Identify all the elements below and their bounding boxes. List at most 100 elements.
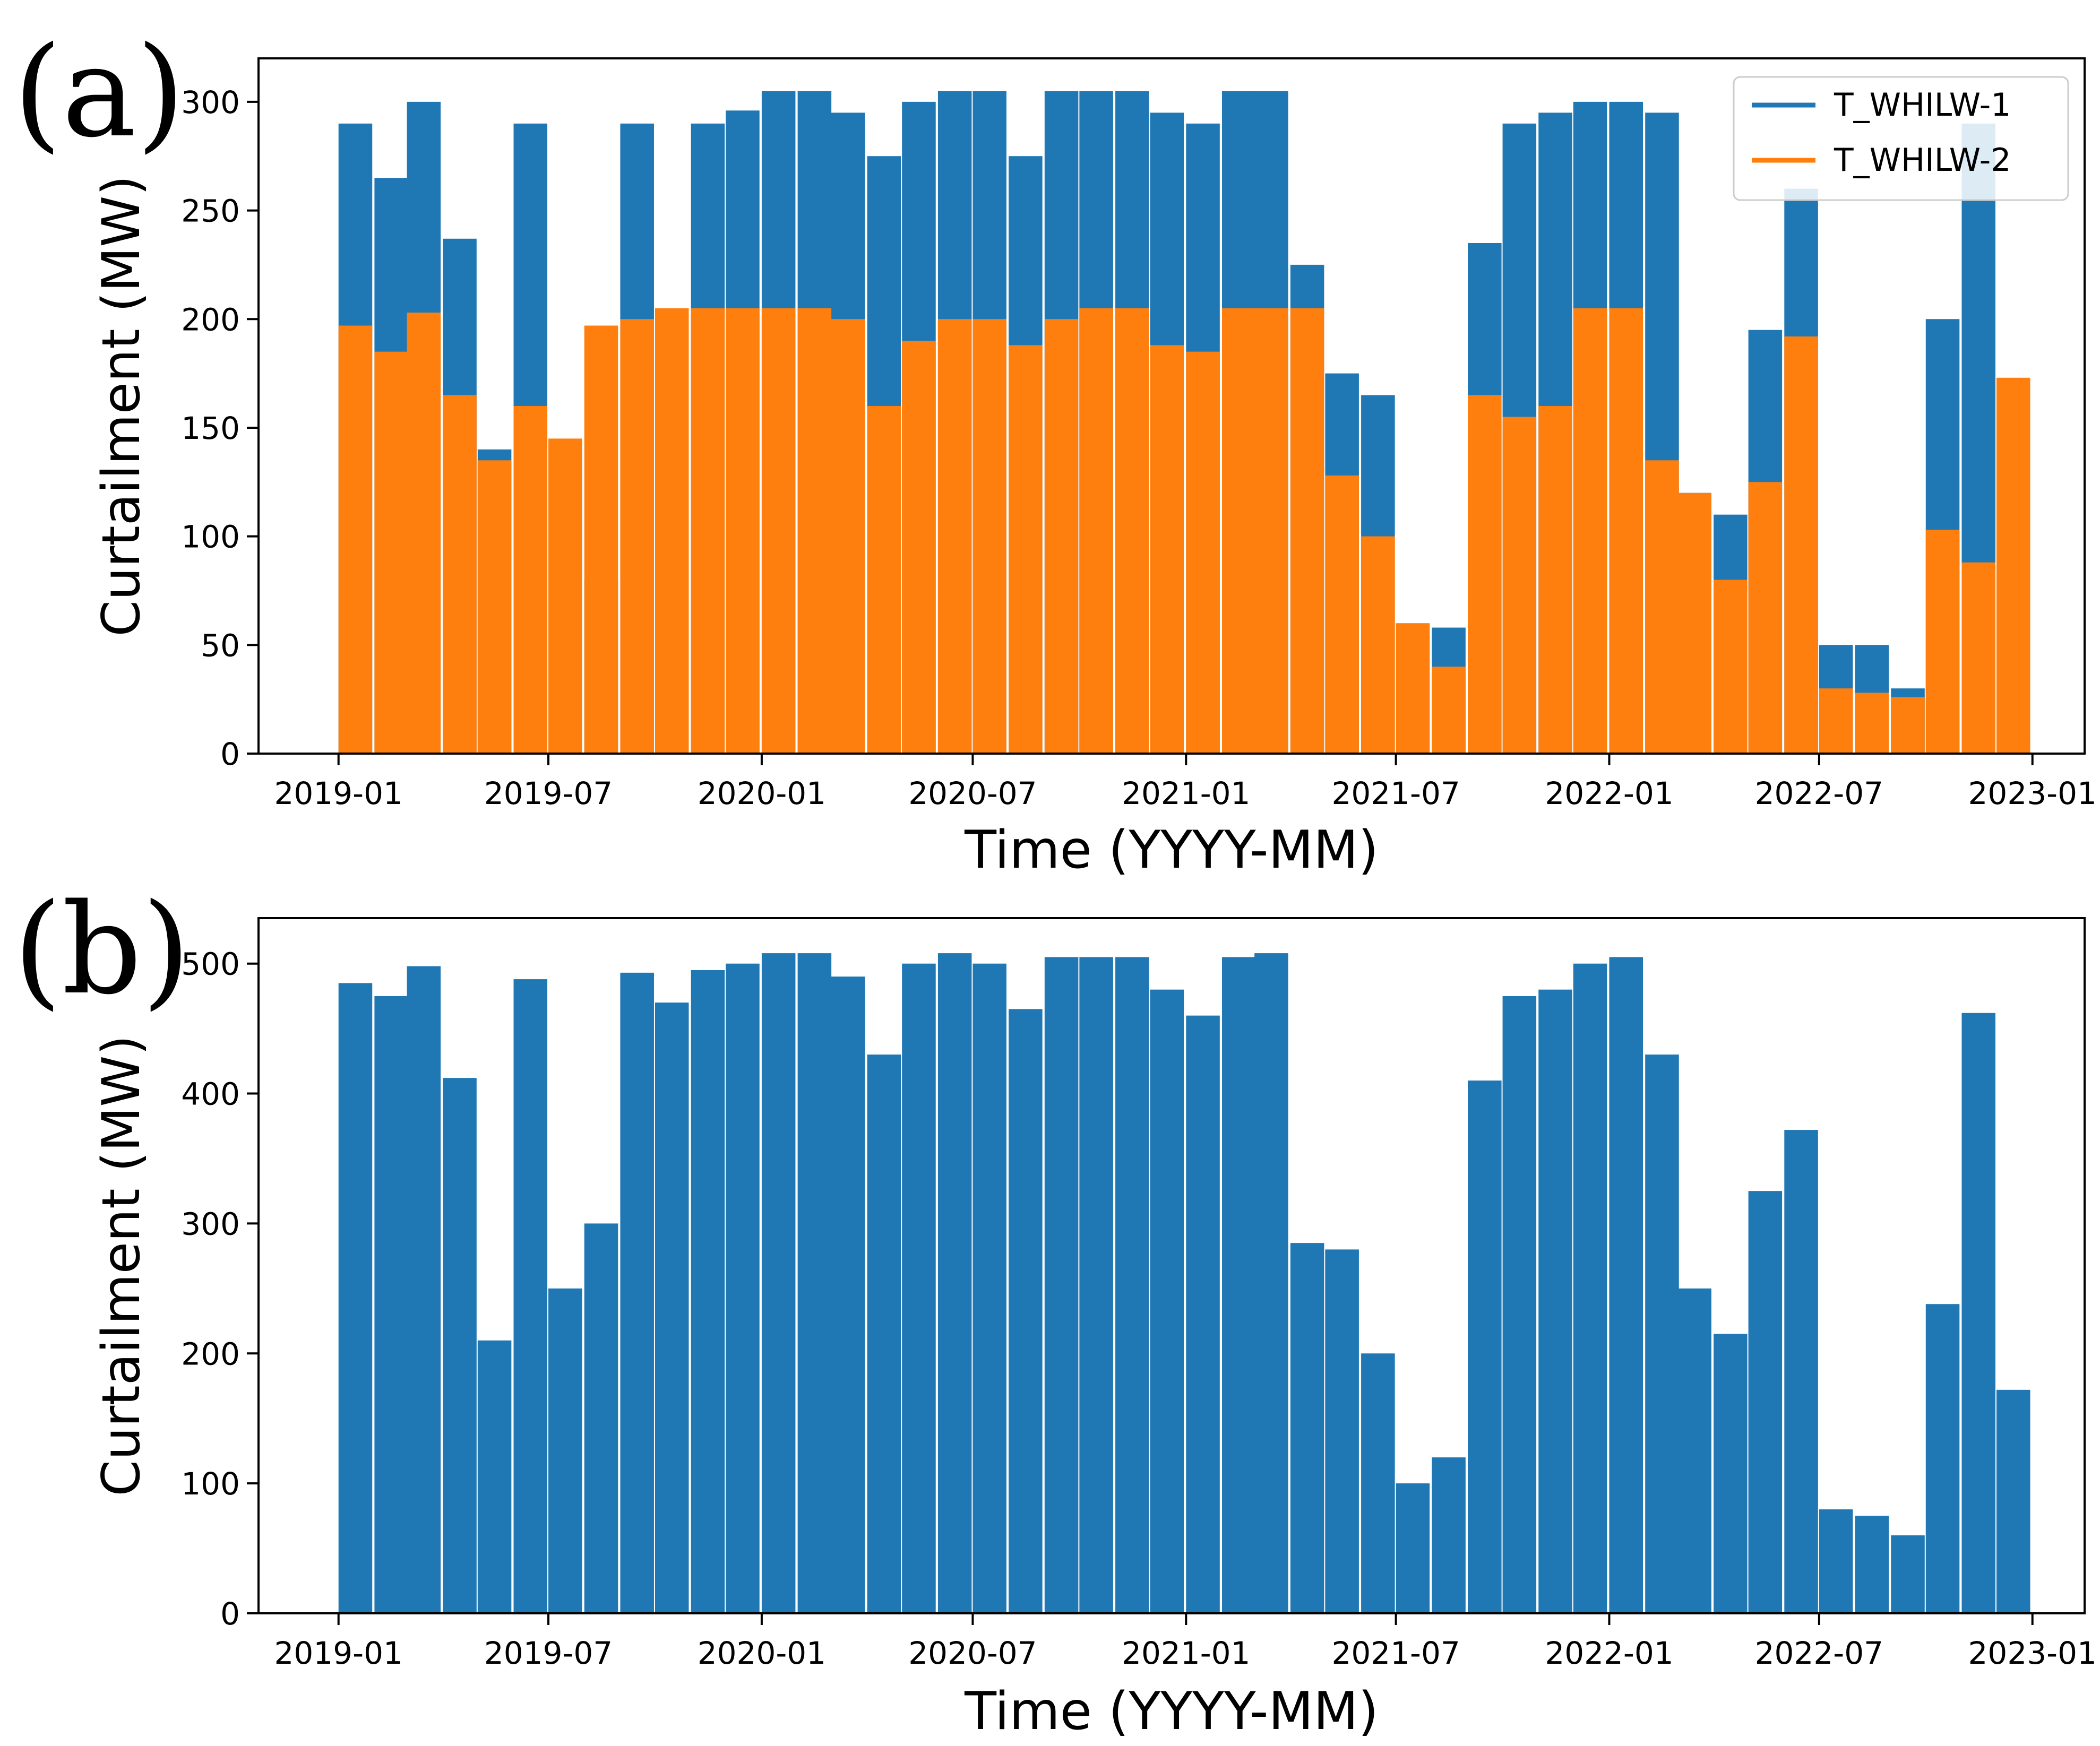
bar-a-series-2 [1748, 482, 1783, 754]
y-tick-label: 200 [181, 301, 240, 338]
y-axis-label-a: Curtailment (MW) [91, 175, 152, 636]
x-tick-label: 2022-01 [1545, 1635, 1673, 1671]
bar-a-series-2 [1645, 460, 1679, 754]
bar-a-series-2 [584, 325, 618, 754]
panel-b: (b) 2019-01 2019-07 2020-01 2020-07 2021-01 2… [13, 877, 2097, 1742]
bar-b-series-1 [1325, 1249, 1359, 1613]
bar-b-series-1 [655, 1002, 689, 1613]
y-axis-b: 0 100 200 300 400 500 [181, 946, 259, 1632]
bar-b-series-1 [1645, 1054, 1679, 1613]
bar-a-series-2 [1677, 492, 1711, 754]
bar-a-series-2 [1009, 345, 1043, 754]
bar-b-series-1 [1502, 996, 1537, 1613]
bar-a-series-2 [1432, 667, 1466, 754]
bar-a-series-2 [1290, 308, 1324, 754]
axes-frame-b [257, 917, 2086, 1614]
bar-b-series-1 [1396, 1483, 1430, 1613]
y-tick-label: 100 [181, 1466, 240, 1502]
bar-a-series-2 [1150, 345, 1184, 754]
bar-b-series-1 [1290, 1243, 1324, 1613]
bar-a-series-2 [867, 406, 901, 754]
bar-b-series-1 [338, 983, 373, 1613]
bar-b-series-1 [1468, 1081, 1502, 1613]
bar-a-series-2 [1961, 562, 1996, 754]
y-axis-label-b: Curtailment (MW) [91, 1035, 152, 1496]
bar-b-series-1 [1254, 953, 1288, 1613]
bar-a-series-2 [797, 308, 832, 754]
bar-a-series-2 [1222, 308, 1256, 754]
bar-b-series-1 [1819, 1509, 1853, 1613]
bar-a-series-2 [1115, 308, 1149, 754]
bars-b [338, 953, 2030, 1613]
legend-label-1: T_WHILW-1 [1834, 87, 2011, 124]
bar-b-series-1 [1609, 957, 1643, 1613]
bar-b-series-1 [831, 976, 865, 1613]
bar-a-series-2 [1044, 319, 1079, 754]
x-tick-label: 2022-07 [1755, 1635, 1883, 1671]
x-tick-label: 2021-07 [1331, 1635, 1460, 1671]
bar-b-series-1 [374, 996, 408, 1613]
bar-b-series-1 [1115, 957, 1149, 1613]
bar-b-series-1 [548, 1288, 582, 1613]
bar-b-series-1 [1079, 957, 1113, 1613]
bar-b-series-1 [1748, 1191, 1783, 1613]
bar-b-series-1 [1432, 1457, 1466, 1613]
x-axis-label-a: Time (YYYY-MM) [964, 820, 1379, 880]
y-tick-label: 300 [181, 1206, 240, 1242]
bar-b-series-1 [1222, 957, 1256, 1613]
bar-a-series-2 [1925, 530, 1960, 754]
axes-frame-a [257, 57, 2086, 755]
bar-b-series-1 [1009, 1009, 1043, 1613]
bar-a-series-2 [1468, 395, 1502, 754]
bar-b-series-1 [972, 963, 1006, 1613]
bar-a-series-2 [1396, 623, 1430, 754]
bar-b-series-1 [443, 1078, 477, 1613]
y-tick-label: 0 [220, 736, 240, 772]
bar-a-series-2 [477, 460, 512, 754]
panel-label-a: (a) [13, 20, 185, 165]
bar-a-series-2 [1502, 417, 1537, 754]
bar-a-series-2 [513, 406, 548, 754]
x-axis-label-b: Time (YYYY-MM) [964, 1681, 1379, 1742]
bar-a-series-2 [1784, 336, 1818, 754]
bar-a-series-2 [1855, 693, 1889, 754]
bar-a-series-2 [1361, 536, 1395, 754]
bar-a-series-2 [1079, 308, 1113, 754]
bar-b-series-1 [1925, 1304, 1960, 1613]
bar-b-series-1 [761, 953, 796, 1613]
bar-b-series-1 [1044, 957, 1079, 1613]
y-tick-label: 300 [181, 84, 240, 120]
x-tick-label: 2023-01 [1968, 1635, 2097, 1671]
x-tick-label: 2022-01 [1545, 775, 1673, 811]
bar-b-series-1 [1150, 989, 1184, 1613]
x-tick-label: 2020-01 [698, 775, 826, 811]
y-tick-label: 250 [181, 193, 240, 229]
x-axis-b: 2019-01 2019-07 2020-01 2020-07 2021-01 2021-… [274, 1613, 2097, 1671]
y-tick-label: 100 [181, 519, 240, 555]
bar-b-series-1 [584, 1223, 618, 1613]
bar-a-series-2 [691, 308, 725, 754]
bar-a-series-2 [407, 312, 441, 754]
bar-a-series-2 [443, 395, 477, 754]
x-tick-label: 2020-07 [908, 1635, 1037, 1671]
bar-a-series-2 [338, 325, 373, 754]
bar-a-series-2 [726, 308, 760, 754]
bar-a-series-2 [548, 438, 582, 754]
legend-a: T_WHILW-1 T_WHILW-2 [1733, 76, 2069, 201]
bar-b-series-1 [1714, 1334, 1748, 1613]
bar-b-series-1 [1573, 963, 1607, 1613]
x-tick-label: 2019-07 [484, 775, 613, 811]
bar-a-series-2 [1573, 308, 1607, 754]
panel-label-b: (b) [13, 877, 191, 1022]
y-axis-a: 0 50 100 150 200 250 300 [181, 84, 259, 772]
legend-box [1733, 76, 2069, 201]
bar-a-series-2 [831, 319, 865, 754]
bar-a-series-2 [972, 319, 1006, 754]
panel-a: (a) 2019-01 2019-07 2020-01 2020-07 2021-01 2… [13, 20, 2097, 880]
y-tick-label: 500 [181, 946, 240, 982]
bar-b-series-1 [1961, 1013, 1996, 1613]
x-tick-label: 2020-01 [698, 1635, 826, 1671]
x-tick-label: 2019-07 [484, 1635, 613, 1671]
bar-a-series-2 [1325, 476, 1359, 754]
bar-a-series-2 [1254, 308, 1288, 754]
